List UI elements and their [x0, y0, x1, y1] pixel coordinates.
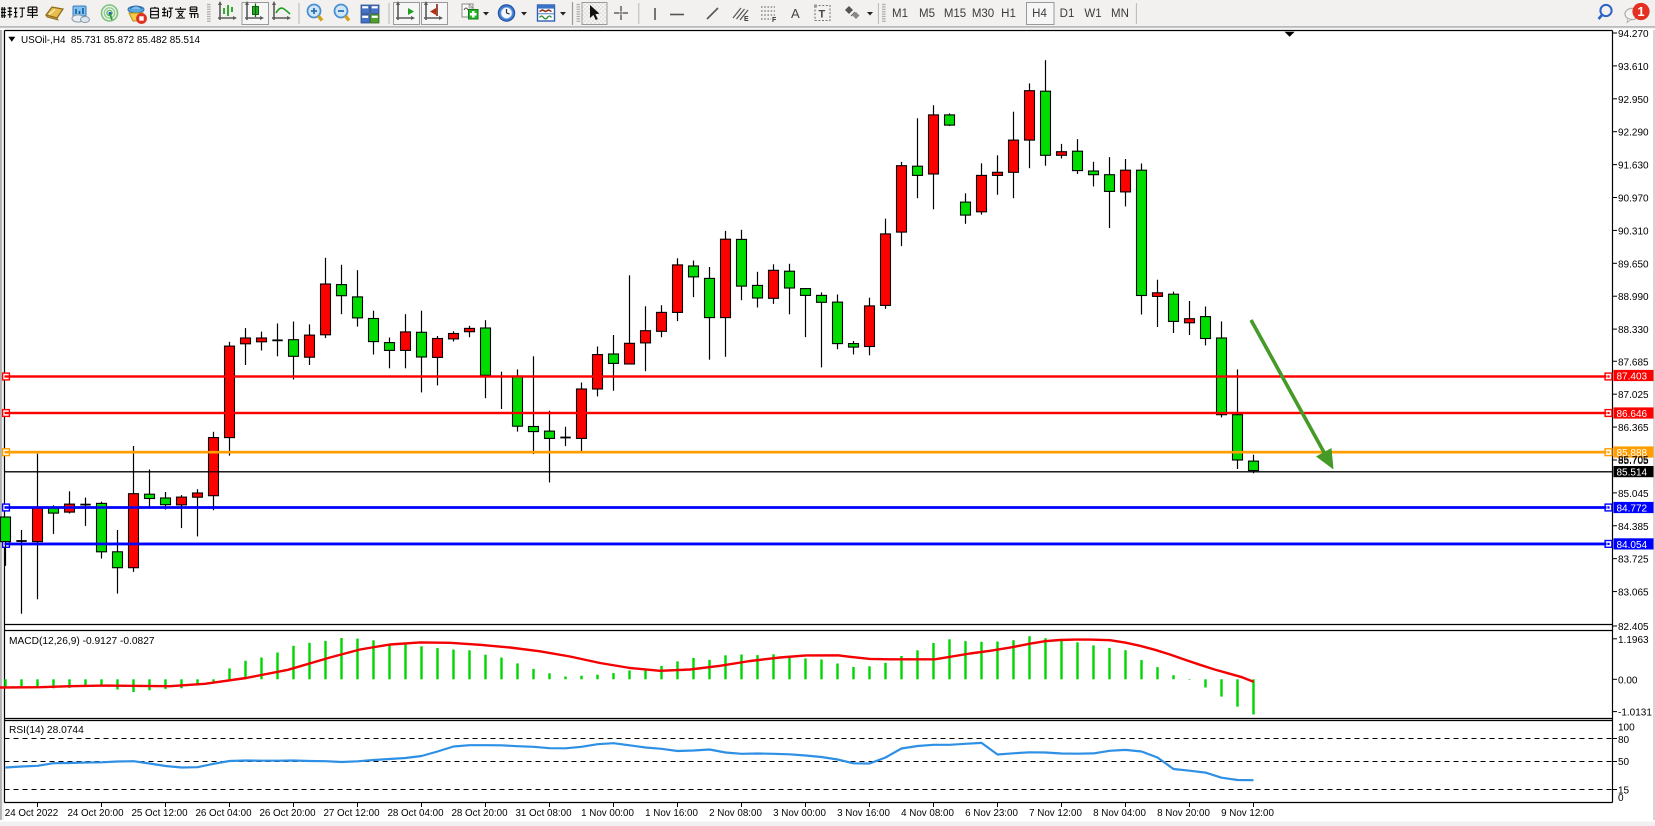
svg-text:91.630: 91.630	[1618, 161, 1649, 172]
svg-text:90.970: 90.970	[1618, 194, 1649, 205]
svg-text:15: 15	[1618, 786, 1630, 797]
svg-text:7 Nov 12:00: 7 Nov 12:00	[1029, 808, 1082, 819]
svg-text:88.990: 88.990	[1618, 292, 1649, 303]
svg-text:85.705: 85.705	[1618, 455, 1649, 466]
svg-text:D1: D1	[1060, 8, 1075, 20]
svg-text:0: 0	[1618, 793, 1624, 804]
svg-text:28 Oct 20:00: 28 Oct 20:00	[451, 808, 508, 819]
svg-text:87.025: 87.025	[1618, 390, 1649, 401]
svg-text:27 Oct 12:00: 27 Oct 12:00	[323, 808, 380, 819]
svg-text:9 Nov 12:00: 9 Nov 12:00	[1221, 808, 1274, 819]
svg-text:H1: H1	[1001, 8, 1016, 20]
svg-text:50: 50	[1618, 757, 1630, 768]
svg-text:100: 100	[1618, 723, 1635, 734]
svg-text:93.610: 93.610	[1618, 62, 1649, 73]
svg-text:80: 80	[1618, 735, 1630, 746]
svg-text:85.045: 85.045	[1618, 489, 1649, 500]
svg-text:86.365: 86.365	[1618, 423, 1649, 434]
svg-text:F: F	[772, 17, 777, 24]
svg-text:A: A	[791, 6, 800, 21]
svg-text:1 Nov 00:00: 1 Nov 00:00	[581, 808, 634, 819]
svg-text:87.403: 87.403	[1617, 372, 1648, 383]
svg-text:84.385: 84.385	[1618, 522, 1649, 533]
svg-text:8 Nov 20:00: 8 Nov 20:00	[1157, 808, 1210, 819]
svg-text:87.685: 87.685	[1618, 357, 1649, 368]
svg-text:26 Oct 20:00: 26 Oct 20:00	[259, 808, 316, 819]
svg-text:3 Nov 16:00: 3 Nov 16:00	[837, 808, 890, 819]
svg-text:92.950: 92.950	[1618, 95, 1649, 106]
svg-text:3 Nov 00:00: 3 Nov 00:00	[773, 808, 826, 819]
svg-text:86.646: 86.646	[1617, 409, 1648, 420]
svg-text:24 Oct 2022: 24 Oct 2022	[5, 808, 58, 819]
svg-text:M30: M30	[972, 8, 994, 20]
svg-text:83.065: 83.065	[1618, 588, 1649, 599]
svg-text:H4: H4	[1032, 8, 1047, 20]
svg-text:E: E	[744, 16, 749, 23]
svg-text:RSI(14) 28.0744: RSI(14) 28.0744	[9, 725, 84, 736]
svg-text:85.514: 85.514	[1617, 468, 1648, 479]
svg-text:28 Oct 04:00: 28 Oct 04:00	[387, 808, 444, 819]
svg-text:31 Oct 08:00: 31 Oct 08:00	[515, 808, 572, 819]
svg-text:82.405: 82.405	[1618, 622, 1649, 633]
svg-text:4 Nov 08:00: 4 Nov 08:00	[901, 808, 954, 819]
svg-text:M15: M15	[944, 8, 966, 20]
svg-text:83.725: 83.725	[1618, 555, 1649, 566]
svg-text:85.705: 85.705	[1618, 456, 1649, 467]
svg-text:6 Nov 23:00: 6 Nov 23:00	[965, 808, 1018, 819]
svg-text:1 Nov 16:00: 1 Nov 16:00	[645, 808, 698, 819]
svg-text:84.054: 84.054	[1617, 540, 1648, 551]
svg-text:24 Oct 20:00: 24 Oct 20:00	[67, 808, 124, 819]
svg-text:89.650: 89.650	[1618, 259, 1649, 270]
svg-text:8 Nov 04:00: 8 Nov 04:00	[1093, 808, 1146, 819]
svg-text:M5: M5	[919, 8, 935, 20]
svg-text:W1: W1	[1084, 8, 1101, 20]
svg-text:85.888: 85.888	[1617, 448, 1648, 459]
svg-text:1.1963: 1.1963	[1618, 635, 1649, 646]
svg-text:90.310: 90.310	[1618, 226, 1649, 237]
svg-text:84.772: 84.772	[1617, 504, 1648, 515]
svg-text:25 Oct 12:00: 25 Oct 12:00	[131, 808, 188, 819]
svg-text:MN: MN	[1111, 8, 1129, 20]
svg-text:26 Oct 04:00: 26 Oct 04:00	[195, 808, 252, 819]
svg-text:1: 1	[1637, 4, 1644, 19]
svg-text:T: T	[819, 9, 826, 21]
svg-text:88.330: 88.330	[1618, 325, 1649, 336]
svg-text:-1.0131: -1.0131	[1618, 708, 1652, 719]
svg-text:M1: M1	[892, 8, 908, 20]
svg-text:2 Nov 08:00: 2 Nov 08:00	[709, 808, 762, 819]
svg-text:USOil-,H4 85.731 85.872 85.48: USOil-,H4 85.731 85.872 85.482 85.514	[21, 35, 200, 46]
svg-text:MACD(12,26,9) -0.9127 -0.0827: MACD(12,26,9) -0.9127 -0.0827	[9, 636, 155, 647]
svg-text:94.270: 94.270	[1618, 29, 1649, 40]
svg-text:0.00: 0.00	[1618, 675, 1638, 686]
svg-text:92.290: 92.290	[1618, 128, 1649, 139]
